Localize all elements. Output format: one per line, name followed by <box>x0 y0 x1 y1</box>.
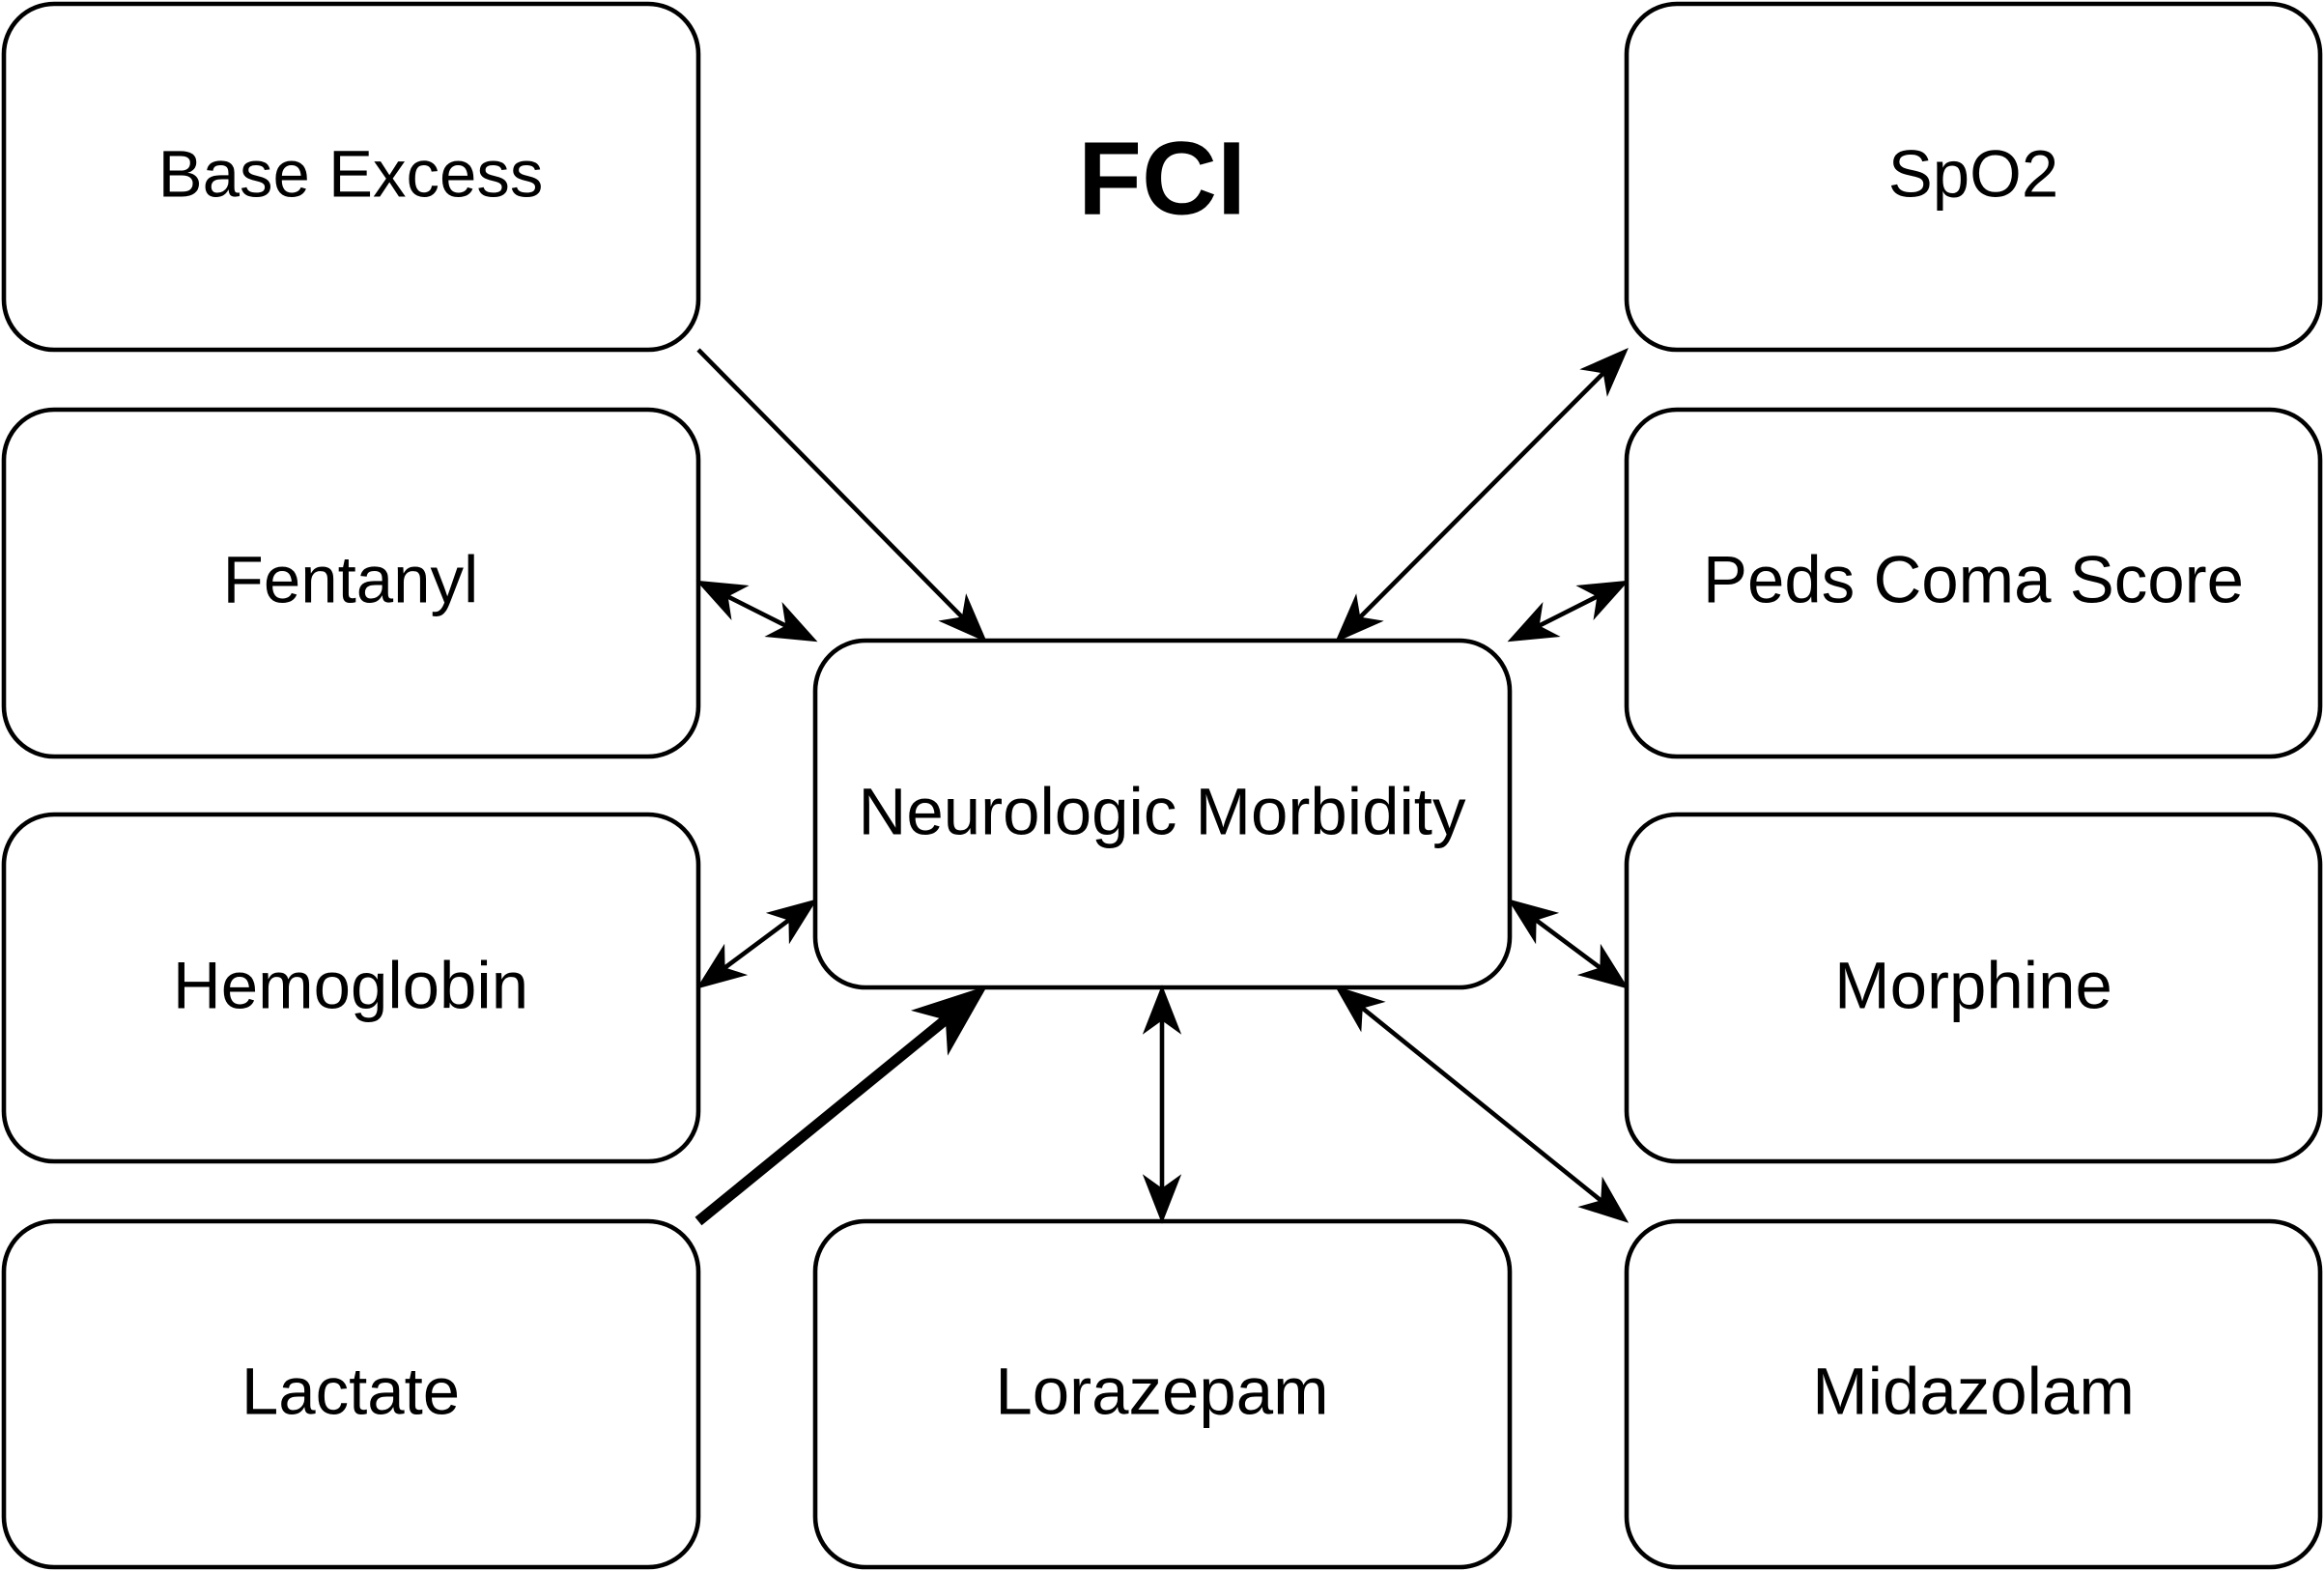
edge-fentanyl <box>725 593 788 629</box>
arrowhead-spo2-to-center <box>1335 593 1384 643</box>
node-midazolam: Midazolam <box>1624 1218 2323 1570</box>
arrowhead-lorazepam-to-center <box>1142 985 1182 1035</box>
node-hemoglobin-label: Hemoglobin <box>173 949 528 1023</box>
edge-hemoglobin <box>723 917 791 971</box>
edge-base-excess <box>696 348 965 620</box>
node-spo2: SpO2 <box>1624 1 2323 353</box>
node-lorazepam: Lorazepam <box>812 1218 1513 1570</box>
arrowhead-morphine-to-center <box>1507 899 1560 945</box>
arrowhead-center-to-peds-coma-score <box>1575 580 1630 620</box>
arrowhead-center-to-hemoglobin <box>695 943 749 989</box>
node-fentanyl-label: Fentanyl <box>223 543 479 617</box>
node-base-excess-label: Base Excess <box>158 137 544 212</box>
edge-morphine <box>1534 917 1602 971</box>
node-midazolam-label: Midazolam <box>1812 1355 2135 1429</box>
arrowhead-center-to-morphine <box>1576 943 1630 989</box>
arrowhead-lactate-to-center <box>910 985 988 1056</box>
diagram-title: FCI <box>1078 120 1246 237</box>
arrowhead-midazolam-to-center <box>1334 985 1386 1033</box>
node-morphine: Morphine <box>1624 812 2323 1164</box>
node-hemoglobin: Hemoglobin <box>1 812 701 1164</box>
node-fentanyl: Fentanyl <box>1 407 701 759</box>
node-peds-coma-score: Peds Coma Score <box>1624 407 2323 759</box>
node-peds-coma-score-label: Peds Coma Score <box>1703 543 2244 617</box>
arrowhead-center-to-lorazepam <box>1142 1174 1182 1224</box>
arrowhead-base-excess-to-center <box>938 593 987 643</box>
edge-midazolam <box>1360 1006 1603 1203</box>
edge-spo2 <box>1357 370 1606 620</box>
node-morphine-label: Morphine <box>1834 949 2112 1023</box>
node-lactate-label: Lactate <box>241 1355 460 1429</box>
arrowhead-center-to-midazolam <box>1577 1176 1630 1223</box>
edge-lactate <box>694 1014 950 1226</box>
node-neurologic-morbidity: Neurologic Morbidity <box>812 638 1513 990</box>
node-spo2-label: SpO2 <box>1888 137 2058 212</box>
arrowhead-fentanyl-to-center <box>764 602 818 643</box>
edges <box>694 348 1630 1226</box>
arrowhead-peds-coma-score-to-center <box>1507 602 1561 643</box>
arrowhead-center-to-fentanyl <box>695 580 750 620</box>
node-base-excess: Base Excess <box>1 1 701 353</box>
node-lactate: Lactate <box>1 1218 701 1570</box>
node-lorazepam-label: Lorazepam <box>995 1355 1328 1429</box>
center-label: Neurologic Morbidity <box>859 775 1466 849</box>
arrowhead-hemoglobin-to-center <box>765 899 818 945</box>
edge-peds-coma-score <box>1537 593 1600 629</box>
arrowhead-center-to-spo2 <box>1579 348 1629 397</box>
